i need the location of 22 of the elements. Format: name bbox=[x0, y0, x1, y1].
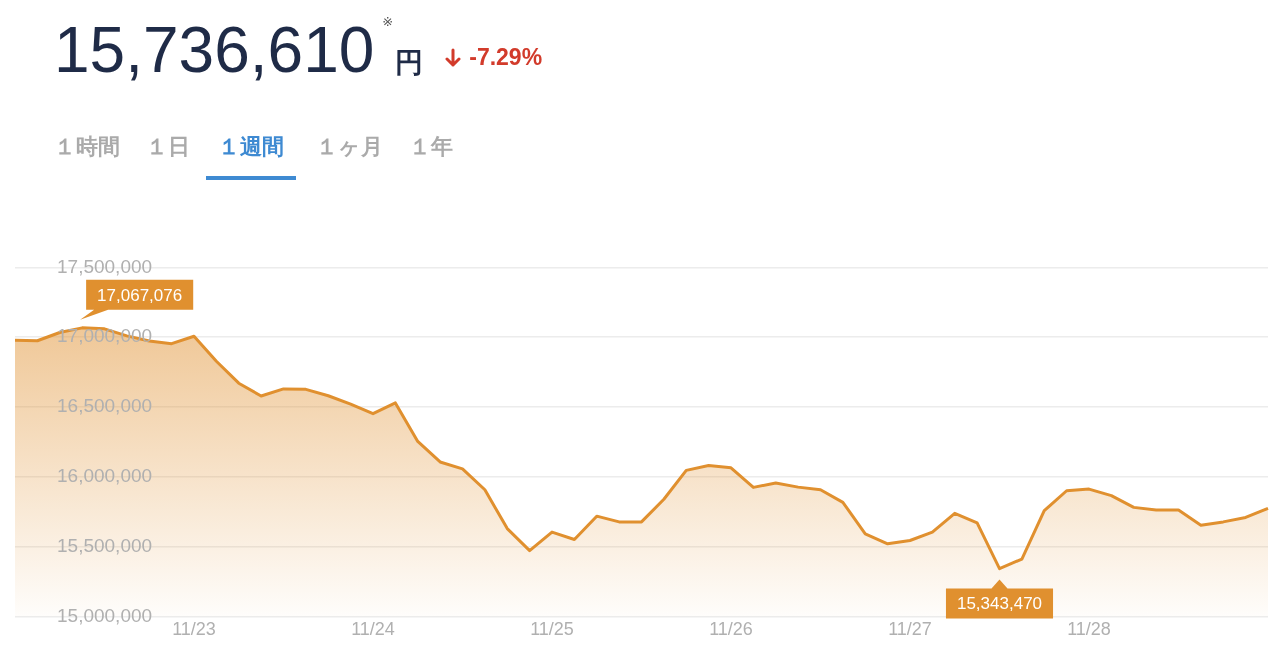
y-tick-label: 17,500,000 bbox=[57, 255, 153, 277]
x-tick-label: 11/28 bbox=[1067, 619, 1111, 640]
text: １日 bbox=[146, 134, 190, 159]
text: ※ bbox=[382, 14, 394, 29]
text: １時間 bbox=[54, 134, 120, 159]
y-tick-label: 15,500,000 bbox=[57, 534, 153, 556]
x-tick-label: 11/27 bbox=[888, 619, 932, 640]
text: 円 bbox=[395, 46, 424, 80]
chart-title: 15,736,610 bbox=[54, 13, 375, 88]
text: １ヶ月 bbox=[316, 134, 383, 159]
x-tick-label: 11/23 bbox=[172, 619, 216, 640]
text: １年 bbox=[409, 134, 453, 159]
text: １週間 bbox=[218, 134, 284, 159]
chart-subtitle: -7.29% bbox=[469, 44, 543, 71]
x-tick-label: 11/24 bbox=[351, 619, 395, 640]
x-tick-label: 11/26 bbox=[709, 619, 753, 640]
y-tick-label: 16,500,000 bbox=[57, 395, 153, 417]
y-tick-label: 16,000,000 bbox=[57, 465, 153, 487]
y-tick-label: 15,000,000 bbox=[57, 604, 153, 626]
data-label: 15,343,470 bbox=[956, 594, 1043, 614]
data-label: 17,067,076 bbox=[97, 285, 183, 305]
x-tick-label: 11/25 bbox=[530, 619, 574, 640]
